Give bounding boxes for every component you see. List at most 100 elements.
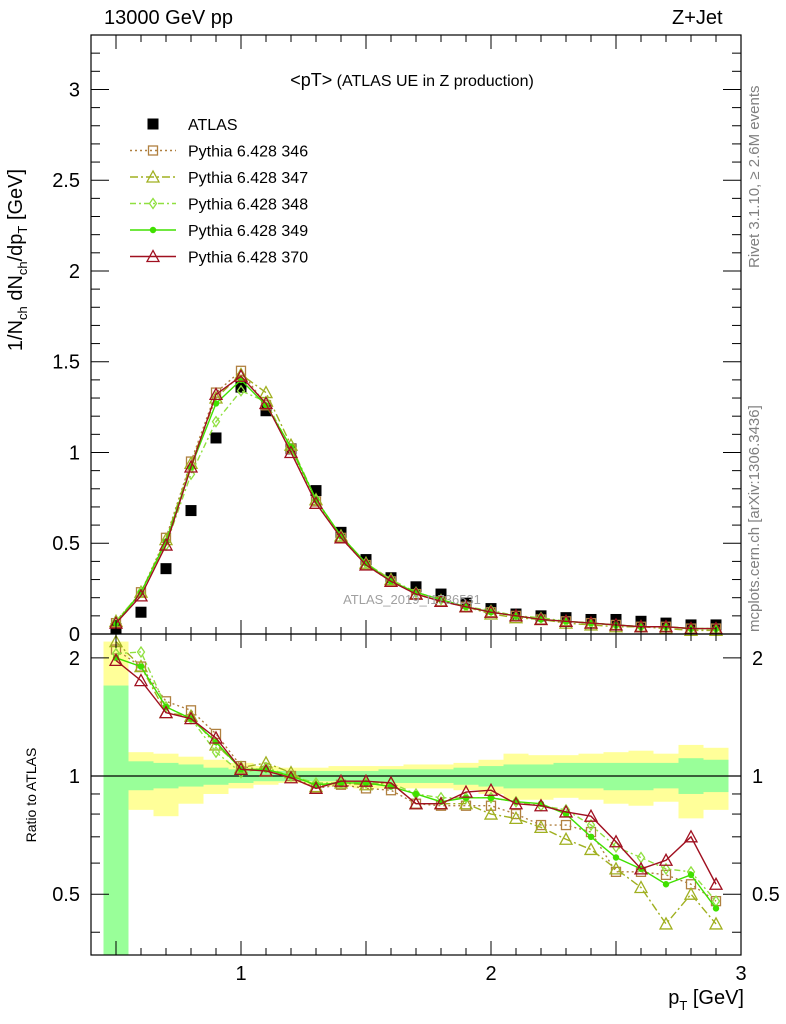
ratio-point-pythia-6-428-370-1 bbox=[133, 673, 149, 687]
main-y-tick-label-0: 0 bbox=[69, 624, 80, 646]
main-y-tick-label-2-5: 2.5 bbox=[52, 170, 80, 192]
legend-item-atlas: ATLAS bbox=[147, 117, 238, 134]
legend-item-pythia-6-428-370: Pythia 6.428 370 bbox=[130, 249, 308, 267]
ratio-point-pythia-6-428-370-21 bbox=[633, 861, 649, 875]
legend-item-pythia-6-428-349: Pythia 6.428 349 bbox=[130, 223, 308, 240]
ratio-point-pythia-6-428-347-15 bbox=[483, 806, 499, 820]
ratio-point-pythia-6-428-347-22 bbox=[658, 916, 674, 930]
main-point-atlas-14 bbox=[460, 597, 472, 609]
main-point-pythia-6-428-370-4 bbox=[208, 387, 224, 401]
ratio-point-pythia-6-428-370-14 bbox=[458, 784, 474, 798]
process-label: Z+Jet bbox=[672, 7, 723, 29]
analysis-watermark: ATLAS_2019_I1736531 bbox=[343, 592, 481, 607]
main-point-pythia-6-428-370-5 bbox=[233, 368, 249, 382]
legend: ATLAS Pythia 6.428 346 Pythia 6.428 347 Pyt… bbox=[130, 117, 308, 267]
plot-title-suffix: (ATLAS UE in Z production) bbox=[332, 73, 534, 90]
ratio-point-pythia-6-428-346-22 bbox=[660, 869, 672, 881]
legend-label-atlas: ATLAS bbox=[188, 117, 238, 134]
ratio-point-pythia-6-428-370-2 bbox=[158, 705, 174, 719]
main-point-pythia-6-428-346-5 bbox=[235, 365, 247, 376]
ratio-point-pythia-6-428-347-16 bbox=[508, 811, 524, 825]
ratio-point-pythia-6-428-370-7 bbox=[283, 770, 299, 784]
legend-label-pythia-6-428-349: Pythia 6.428 349 bbox=[188, 223, 308, 240]
ratio-point-pythia-6-428-347-17 bbox=[533, 819, 549, 833]
main-point-atlas-8 bbox=[310, 485, 322, 497]
main-y-tick-label-0-5: 0.5 bbox=[52, 533, 80, 555]
ratio-point-pythia-6-428-349-24 bbox=[712, 905, 720, 912]
ratio-point-pythia-6-428-349-19 bbox=[587, 833, 595, 841]
legend-marker-pythia-6-428-370 bbox=[145, 249, 161, 263]
ratio-point-pythia-6-428-370-12 bbox=[408, 796, 424, 810]
ratio-point-pythia-6-428-370-22 bbox=[658, 852, 674, 866]
ratio-point-pythia-6-428-370-4 bbox=[208, 730, 224, 744]
legend-marker-atlas bbox=[147, 118, 159, 130]
ratio-point-pythia-6-428-346-15 bbox=[485, 800, 497, 811]
legend-label-pythia-6-428-346: Pythia 6.428 346 bbox=[188, 144, 308, 161]
main-point-atlas-11 bbox=[385, 572, 397, 584]
main-y-axis-label: 1/Nch dNch/dpT [GeV] bbox=[5, 169, 30, 351]
legend-item-pythia-6-428-346: Pythia 6.428 346 bbox=[130, 144, 308, 161]
ratio-point-pythia-6-428-370-11 bbox=[383, 775, 399, 789]
legend-label-pythia-6-428-348: Pythia 6.428 348 bbox=[188, 197, 308, 214]
legend-marker-pythia-6-428-346 bbox=[147, 145, 159, 156]
ratio-y-tick-label-right-0-5: 0.5 bbox=[752, 884, 780, 906]
axis-ticks: 1 2 3 0 0.5 1 1.5 2 2.5 3 0.5 0.5 1 1 2 2 bbox=[52, 35, 780, 985]
ratio-y-tick-label-right-1: 1 bbox=[752, 766, 763, 788]
ratio-point-pythia-6-428-349-20 bbox=[612, 854, 620, 861]
main-point-pythia-6-428-370-3 bbox=[183, 459, 199, 473]
ratio-point-pythia-6-428-347-19 bbox=[583, 842, 599, 856]
ratio-point-pythia-6-428-370-8 bbox=[308, 781, 324, 795]
ratio-y-tick-label-right-2: 2 bbox=[752, 648, 763, 670]
x-axis-label: pT [GeV] bbox=[668, 987, 744, 1013]
ratio-point-pythia-6-428-348-1 bbox=[136, 645, 146, 659]
mcplots-info: mcplots.cern.ch [arXiv:1306.3436] bbox=[746, 405, 763, 632]
ratio-point-pythia-6-428-347-18 bbox=[558, 831, 574, 845]
plot-title: <pT> (ATLAS UE in Z production) bbox=[290, 70, 534, 90]
ratio-series-pythia-6-428-370 bbox=[108, 653, 724, 890]
main-point-pythia-6-428-370-2 bbox=[158, 537, 174, 551]
main-point-pythia-6-428-370-1 bbox=[133, 588, 149, 602]
ratio-point-pythia-6-428-348-19 bbox=[586, 818, 596, 832]
main-point-atlas-6 bbox=[260, 405, 272, 417]
ratio-point-pythia-6-428-348-22 bbox=[661, 862, 671, 876]
legend-label-pythia-6-428-347: Pythia 6.428 347 bbox=[188, 170, 308, 187]
ratio-point-pythia-6-428-370-15 bbox=[483, 782, 499, 796]
x-tick-label-2: 2 bbox=[485, 963, 496, 985]
main-y-tick-label-1: 1 bbox=[69, 442, 80, 464]
main-point-atlas-2 bbox=[160, 563, 172, 575]
main-point-pythia-6-428-370-11 bbox=[383, 574, 399, 588]
ratio-point-pythia-6-428-370-20 bbox=[608, 834, 624, 848]
main-point-pythia-6-428-370-15 bbox=[483, 604, 499, 618]
ratio-point-pythia-6-428-370-19 bbox=[583, 808, 599, 822]
main-point-pythia-6-428-349-4 bbox=[212, 400, 220, 407]
ratio-point-pythia-6-428-370-16 bbox=[508, 796, 524, 810]
ratio-point-pythia-6-428-370-17 bbox=[533, 798, 549, 812]
ratio-point-pythia-6-428-346-3 bbox=[185, 705, 197, 716]
main-point-pythia-6-428-370-12 bbox=[408, 586, 424, 600]
main-y-tick-label-2: 2 bbox=[69, 261, 80, 283]
ratio-point-pythia-6-428-348-4 bbox=[211, 746, 221, 759]
ratio-point-pythia-6-428-349-14 bbox=[462, 794, 470, 802]
ratio-point-pythia-6-428-370-10 bbox=[358, 773, 374, 787]
main-point-pythia-6-428-348-4 bbox=[211, 415, 221, 428]
main-point-atlas-17 bbox=[535, 610, 547, 622]
ratio-point-pythia-6-428-349-23 bbox=[687, 871, 695, 879]
ratio-point-pythia-6-428-347-14 bbox=[458, 796, 474, 810]
ratio-point-pythia-6-428-348-21 bbox=[636, 851, 646, 864]
x-tick-label-3: 3 bbox=[735, 963, 746, 985]
ratio-y-axis-label: Ratio to ATLAS bbox=[23, 748, 39, 843]
ratio-point-pythia-6-428-347-23 bbox=[683, 886, 699, 900]
legend-marker-pythia-6-428-349 bbox=[149, 226, 157, 234]
ratio-series-pythia-6-428-349 bbox=[112, 654, 720, 912]
ratio-point-pythia-6-428-347-20 bbox=[608, 861, 624, 875]
main-point-pythia-6-428-370-13 bbox=[433, 593, 449, 607]
ratio-point-pythia-6-428-370-9 bbox=[333, 773, 349, 787]
legend-label-pythia-6-428-370: Pythia 6.428 370 bbox=[188, 250, 308, 267]
ratio-point-pythia-6-428-349-12 bbox=[412, 790, 420, 798]
ratio-point-pythia-6-428-370-18 bbox=[558, 804, 574, 818]
legend-item-pythia-6-428-347: Pythia 6.428 347 bbox=[130, 169, 308, 187]
main-point-pythia-6-428-370-16 bbox=[508, 608, 524, 622]
main-point-pythia-6-428-370-17 bbox=[533, 612, 549, 626]
main-point-pythia-6-428-370-6 bbox=[258, 396, 274, 410]
rivet-info: Rivet 3.1.10, ≥ 2.6M events bbox=[746, 85, 763, 269]
